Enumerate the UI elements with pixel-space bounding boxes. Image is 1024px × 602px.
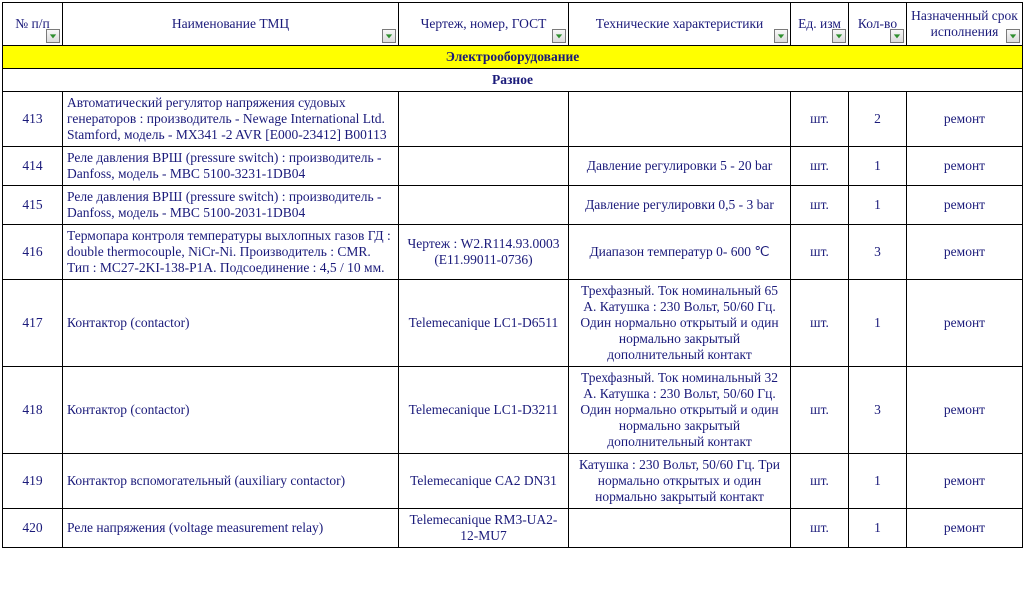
table-body: Электрооборудование Разное 413 Автоматич… [3, 46, 1023, 548]
table-row: 414 Реле давления ВРШ (pressure switch) … [3, 147, 1023, 186]
cell-num: 415 [3, 186, 63, 225]
cell-unit: шт. [791, 454, 849, 509]
cell-unit: шт. [791, 280, 849, 367]
filter-dropdown-icon[interactable] [774, 29, 788, 43]
cell-unit: шт. [791, 367, 849, 454]
cell-tech: Диапазон температур 0- 600 ℃ [569, 225, 791, 280]
table-row: 413 Автоматический регулятор напряжения … [3, 92, 1023, 147]
cell-draw: Telemecanique LC1-D6511 [399, 280, 569, 367]
cell-tech [569, 92, 791, 147]
col-header-name[interactable]: Наименование ТМЦ [63, 3, 399, 46]
cell-tech: Катушка : 230 Вольт, 50/60 Гц. Три норма… [569, 454, 791, 509]
filter-dropdown-icon[interactable] [552, 29, 566, 43]
cell-unit: шт. [791, 92, 849, 147]
cell-tech: Трехфазный. Ток номинальный 32 А. Катушк… [569, 367, 791, 454]
cell-qty: 1 [849, 454, 907, 509]
table-row: 415 Реле давления ВРШ (pressure switch) … [3, 186, 1023, 225]
table-row: 416 Термопара контроля температуры выхло… [3, 225, 1023, 280]
col-header-num[interactable]: № п/п [3, 3, 63, 46]
cell-tech: Давление регулировки 0,5 - 3 bar [569, 186, 791, 225]
col-header-label: Технические характеристики [596, 16, 763, 31]
cell-due: ремонт [907, 186, 1023, 225]
cell-due: ремонт [907, 367, 1023, 454]
cell-draw: Чертеж : W2.R114.93.0003 (E11.99011-0736… [399, 225, 569, 280]
cell-unit: шт. [791, 509, 849, 548]
cell-draw [399, 186, 569, 225]
col-header-due[interactable]: Назначенный срок исполнения [907, 3, 1023, 46]
cell-name: Реле давления ВРШ (pressure switch) : пр… [63, 186, 399, 225]
cell-qty: 1 [849, 280, 907, 367]
cell-name: Термопара контроля температуры выхлопных… [63, 225, 399, 280]
filter-dropdown-icon[interactable] [1006, 29, 1020, 43]
cell-name: Контактор вспомогательный (auxiliary con… [63, 454, 399, 509]
cell-num: 420 [3, 509, 63, 548]
col-header-drawing[interactable]: Чертеж, номер, ГОСТ [399, 3, 569, 46]
cell-name: Реле напряжения (voltage measurement rel… [63, 509, 399, 548]
cell-draw [399, 92, 569, 147]
cell-unit: шт. [791, 225, 849, 280]
cell-name: Контактор (contactor) [63, 367, 399, 454]
col-header-label: № п/п [15, 16, 49, 31]
filter-dropdown-icon[interactable] [46, 29, 60, 43]
cell-qty: 1 [849, 509, 907, 548]
cell-due: ремонт [907, 454, 1023, 509]
cell-due: ремонт [907, 280, 1023, 367]
cell-draw: Telemecanique RM3-UA2-12-MU7 [399, 509, 569, 548]
cell-due: ремонт [907, 147, 1023, 186]
cell-tech [569, 509, 791, 548]
cell-tech: Трехфазный. Ток номинальный 65 А. Катушк… [569, 280, 791, 367]
section-row-main: Электрооборудование [3, 46, 1023, 69]
cell-due: ремонт [907, 225, 1023, 280]
col-header-qty[interactable]: Кол-во [849, 3, 907, 46]
filter-dropdown-icon[interactable] [890, 29, 904, 43]
cell-tech: Давление регулировки 5 - 20 bar [569, 147, 791, 186]
col-header-label: Назначенный срок исполнения [911, 8, 1018, 39]
cell-due: ремонт [907, 509, 1023, 548]
cell-draw: Telemecanique LC1-D3211 [399, 367, 569, 454]
cell-draw: Telemecanique CA2 DN31 [399, 454, 569, 509]
filter-dropdown-icon[interactable] [832, 29, 846, 43]
cell-num: 414 [3, 147, 63, 186]
table-row: 419 Контактор вспомогательный (auxiliary… [3, 454, 1023, 509]
cell-num: 418 [3, 367, 63, 454]
table-row: 417 Контактор (contactor) Telemecanique … [3, 280, 1023, 367]
section-row-sub: Разное [3, 69, 1023, 92]
col-header-tech[interactable]: Технические характеристики [569, 3, 791, 46]
col-header-label: Чертеж, номер, ГОСТ [421, 16, 547, 31]
col-header-label: Наименование ТМЦ [172, 16, 289, 31]
cell-name: Контактор (contactor) [63, 280, 399, 367]
cell-qty: 2 [849, 92, 907, 147]
table-row: 420 Реле напряжения (voltage measurement… [3, 509, 1023, 548]
cell-qty: 1 [849, 186, 907, 225]
cell-due: ремонт [907, 92, 1023, 147]
table-row: 418 Контактор (contactor) Telemecanique … [3, 367, 1023, 454]
cell-qty: 1 [849, 147, 907, 186]
section-title-main: Электрооборудование [3, 46, 1023, 69]
filter-dropdown-icon[interactable] [382, 29, 396, 43]
cell-num: 416 [3, 225, 63, 280]
cell-name: Реле давления ВРШ (pressure switch) : пр… [63, 147, 399, 186]
cell-num: 419 [3, 454, 63, 509]
cell-unit: шт. [791, 186, 849, 225]
tmc-table: № п/п Наименование ТМЦ Чертеж, номер, ГО… [2, 2, 1023, 548]
table-header-row: № п/п Наименование ТМЦ Чертеж, номер, ГО… [3, 3, 1023, 46]
col-header-unit[interactable]: Ед. изм [791, 3, 849, 46]
section-title-sub: Разное [3, 69, 1023, 92]
cell-unit: шт. [791, 147, 849, 186]
cell-name: Автоматический регулятор напряжения судо… [63, 92, 399, 147]
cell-qty: 3 [849, 367, 907, 454]
cell-draw [399, 147, 569, 186]
cell-num: 413 [3, 92, 63, 147]
cell-qty: 3 [849, 225, 907, 280]
cell-num: 417 [3, 280, 63, 367]
